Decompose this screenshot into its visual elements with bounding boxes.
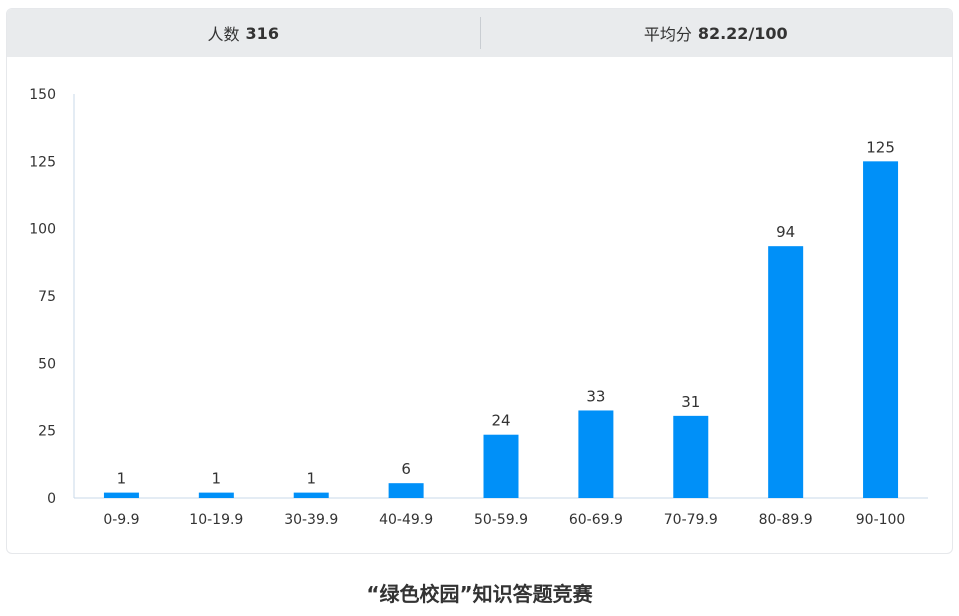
average-score-value: 82.22/100 — [697, 23, 788, 43]
x-tick-label: 70-79.9 — [664, 512, 718, 528]
participant-count-label: 人数 — [207, 25, 240, 44]
x-tick-label: 10-19.9 — [189, 512, 243, 528]
bar-value-label: 125 — [866, 138, 895, 156]
y-tick-label: 50 — [38, 356, 56, 372]
x-tick-label: 50-59.9 — [474, 512, 528, 528]
x-axis: 0-9.9 10-19.9 30-39.9 40-49.9 50-59.9 60-69.9… — [74, 497, 928, 528]
bar-value-label: 31 — [681, 393, 700, 411]
bar-80-89.9 — [768, 246, 804, 498]
x-tick-label: 30-39.9 — [284, 512, 338, 528]
bar-chart: 0 25 50 75 100 125 150 0-9.9 10-19.9 30-39.9 40-4… — [29, 87, 928, 528]
bar-50-59.9 — [483, 434, 519, 498]
y-tick-label: 100 — [29, 222, 56, 238]
bar-value-label: 6 — [401, 460, 411, 478]
bar-10-19.9 — [198, 492, 234, 498]
y-tick-label: 125 — [29, 154, 56, 170]
bars — [103, 161, 899, 499]
bar-value-label: 1 — [306, 470, 316, 488]
bar-30-39.9 — [293, 492, 329, 498]
x-tick-label: 60-69.9 — [569, 512, 623, 528]
x-tick-label: 40-49.9 — [379, 512, 433, 528]
participant-count: 人数 316 — [7, 9, 480, 57]
y-tick-label: 150 — [29, 87, 56, 103]
chart-title: “绿色校园”知识答题竞赛 — [366, 582, 593, 606]
y-axis: 0 25 50 75 100 125 150 — [29, 87, 75, 507]
y-tick-label: 75 — [38, 289, 56, 305]
bar-value-label: 94 — [776, 223, 795, 241]
x-tick-label: 80-89.9 — [759, 512, 813, 528]
bar-value-label: 24 — [491, 412, 510, 430]
x-tick-label: 90-100 — [856, 512, 906, 528]
bar-value-label: 33 — [586, 387, 605, 405]
bar-90-100 — [863, 161, 899, 499]
bar-value-label: 1 — [212, 470, 222, 488]
average-score-label: 平均分 — [643, 25, 692, 44]
bar-0-9.9 — [103, 492, 139, 498]
bar-60-69.9 — [578, 410, 614, 498]
stats-bar: 人数 316 平均分 82.22/100 — [7, 9, 952, 57]
stats-divider — [480, 17, 481, 49]
y-tick-label: 0 — [47, 491, 56, 507]
bar-value-label: 1 — [117, 470, 127, 488]
bar-70-79.9 — [673, 415, 709, 498]
y-tick-label: 25 — [38, 424, 56, 440]
bar-40-49.9 — [388, 483, 424, 498]
data-labels: 1 1 1 6 24 33 31 94 125 — [117, 138, 895, 487]
x-tick-label: 0-9.9 — [103, 512, 139, 528]
average-score: 平均分 82.22/100 — [480, 9, 953, 57]
participant-count-value: 316 — [245, 23, 279, 43]
